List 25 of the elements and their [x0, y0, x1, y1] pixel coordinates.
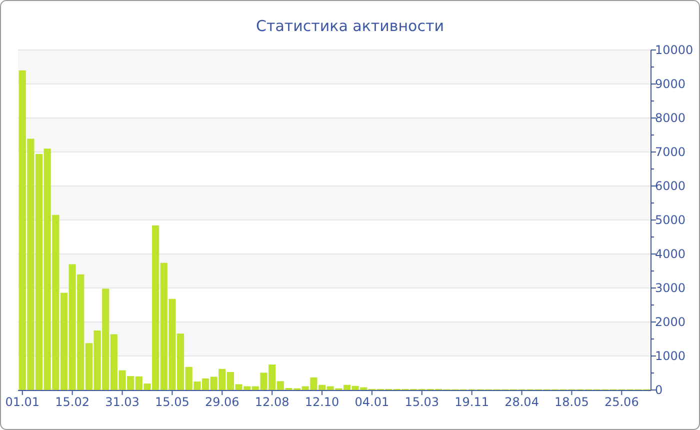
y-tick-label: 10000 [655, 43, 694, 58]
x-tick-label: 19.11 [454, 395, 490, 409]
x-tick-label: 15.03 [404, 395, 440, 409]
y-tick-label: 2000 [655, 315, 686, 330]
y-tick-label: 7000 [655, 145, 686, 160]
y-tick-label: 5000 [655, 213, 686, 228]
y-tick-label: 1000 [655, 349, 686, 364]
y-tick-label: 8000 [655, 111, 686, 126]
x-tick-label: 15.05 [155, 395, 190, 409]
x-tick-label: 18.05 [554, 395, 589, 409]
x-tick-label: 31.03 [105, 395, 140, 409]
y-tick-label: 0 [655, 383, 663, 398]
x-tick-label: 12.10 [304, 395, 340, 409]
x-tick-label: 04.01 [354, 395, 390, 409]
x-tick-label: 12.08 [254, 395, 290, 409]
y-tick-label: 9000 [655, 77, 686, 92]
x-tick-label: 28.04 [504, 395, 539, 409]
y-tick-label: 3000 [655, 281, 686, 296]
y-tick-label: 6000 [655, 179, 686, 194]
x-tick-label: 29.06 [204, 395, 240, 409]
x-tick-label: 15.02 [55, 395, 90, 409]
chart-title: Статистика активности [256, 17, 444, 35]
x-tick-label: 25.06 [604, 395, 639, 409]
x-tick-label: 01.01 [5, 395, 40, 409]
y-tick-label: 4000 [655, 247, 686, 262]
